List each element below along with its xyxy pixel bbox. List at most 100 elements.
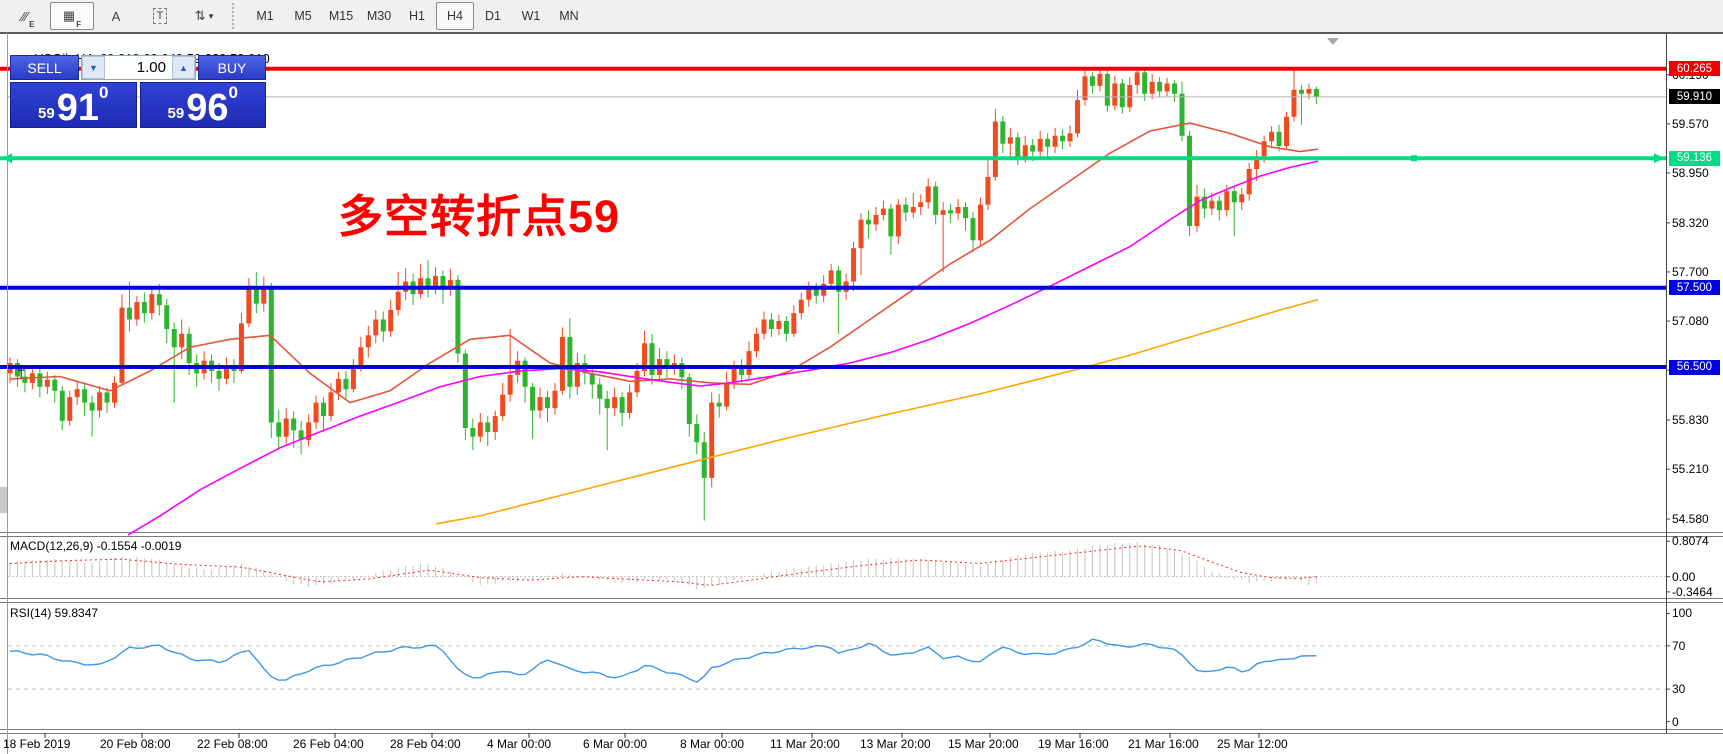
candle-body bbox=[462, 353, 468, 428]
candle-body bbox=[1284, 116, 1290, 147]
volume-input[interactable]: 1.00 bbox=[136, 59, 166, 76]
candle-body bbox=[940, 210, 946, 215]
candle-body bbox=[1052, 135, 1058, 147]
candle-body bbox=[276, 422, 282, 437]
arrows-tool-icon[interactable]: ⇅ ▾ bbox=[194, 8, 214, 23]
buy-button[interactable]: BUY bbox=[198, 55, 266, 80]
candle-body bbox=[836, 270, 842, 292]
candle-body bbox=[104, 392, 110, 403]
dropdown-caret-icon[interactable]: ▾ bbox=[208, 10, 214, 21]
candle-body bbox=[485, 422, 491, 432]
candle-body bbox=[1097, 73, 1103, 86]
time-label: 28 Feb 04:00 bbox=[390, 737, 461, 751]
candle-body bbox=[933, 186, 939, 215]
line-handle[interactable] bbox=[1411, 155, 1417, 162]
window-left-edge bbox=[7, 33, 8, 754]
candle-body bbox=[686, 377, 692, 425]
candle-body bbox=[425, 278, 431, 288]
price-tick-58.320: 58.320 bbox=[1672, 215, 1709, 230]
timeframe-button-m1[interactable]: M1 bbox=[256, 9, 274, 23]
time-label: 20 Feb 08:00 bbox=[100, 737, 171, 751]
candle-body bbox=[492, 416, 498, 432]
candle-body bbox=[903, 204, 909, 213]
candle-body bbox=[97, 392, 103, 411]
candle-body bbox=[522, 360, 528, 387]
candle-body bbox=[963, 207, 969, 219]
time-label: 11 Mar 20:00 bbox=[770, 737, 840, 751]
candle-body bbox=[298, 430, 304, 440]
rsi-label: RSI(14) 59.8347 bbox=[10, 606, 99, 620]
volume-decrease-button[interactable]: ▼ bbox=[82, 56, 105, 79]
price-tick-59.570: 59.570 bbox=[1672, 116, 1709, 131]
price-badge-56.500: 56.500 bbox=[1669, 359, 1720, 375]
candle-body bbox=[253, 289, 259, 304]
candle-body bbox=[1007, 137, 1013, 144]
candle-body bbox=[798, 299, 804, 314]
candle-body bbox=[754, 333, 759, 352]
buy-price-box[interactable]: 59 96 0 bbox=[139, 82, 266, 128]
candle-body bbox=[283, 418, 289, 437]
candle-body bbox=[216, 370, 222, 379]
label-tool-icon[interactable]: T bbox=[138, 2, 182, 30]
candle-body bbox=[627, 392, 633, 413]
candle-body bbox=[1298, 89, 1304, 94]
candle-body bbox=[880, 208, 886, 215]
candle-body bbox=[1164, 83, 1170, 92]
top-toolbar: ⁄⁄⁄ E ▦ F A T ⇅ ▾ M1 M5 M15 M30 H1 H4 D1 W1 MN bbox=[0, 0, 1723, 33]
candle-body bbox=[709, 402, 715, 478]
candle-body bbox=[970, 218, 976, 241]
draw-channels-icon[interactable]: ⁄⁄⁄ E bbox=[21, 8, 35, 30]
timeframe-button-h1[interactable]: H1 bbox=[409, 9, 425, 23]
candle-body bbox=[112, 382, 118, 403]
macd-tick--0.3464: -0.3464 bbox=[1672, 584, 1713, 599]
sell-button[interactable]: SELL bbox=[10, 55, 79, 80]
candle-body bbox=[395, 291, 401, 310]
macd-histogram bbox=[9, 542, 1317, 590]
buy-price-sup: 0 bbox=[228, 83, 238, 102]
candle-body bbox=[873, 214, 879, 225]
candle-body bbox=[1224, 191, 1230, 211]
candle-body bbox=[701, 442, 707, 478]
line-right-arrow-icon bbox=[1654, 153, 1664, 164]
candle-body bbox=[1291, 89, 1297, 117]
timeframe-button-d1[interactable]: D1 bbox=[485, 9, 501, 23]
candle-body bbox=[59, 390, 65, 421]
time-label: 8 Mar 00:00 bbox=[680, 737, 745, 751]
candle-body bbox=[477, 422, 483, 437]
candle-body bbox=[925, 186, 931, 203]
candle-body bbox=[604, 398, 610, 409]
timeframe-button-h4[interactable]: H4 bbox=[436, 2, 474, 30]
macd-signal-line bbox=[9, 545, 1317, 586]
fibo-grid-icon[interactable]: ▦ F bbox=[50, 2, 94, 30]
sell-price-box[interactable]: 59 91 0 bbox=[10, 82, 137, 128]
chart-shift-marker-icon[interactable] bbox=[1327, 38, 1339, 45]
rsi-tick-30: 30 bbox=[1672, 682, 1686, 697]
candle-body bbox=[761, 319, 767, 334]
timeframe-button-w1[interactable]: W1 bbox=[521, 9, 541, 23]
candle-body bbox=[447, 279, 453, 290]
macd-tick-0.00: 0.00 bbox=[1672, 569, 1696, 584]
candle-body bbox=[724, 382, 730, 407]
text-tool-icon[interactable]: A bbox=[111, 8, 121, 24]
timeframe-button-m5[interactable]: M5 bbox=[294, 9, 312, 23]
candle-body bbox=[291, 418, 297, 431]
candle-body bbox=[918, 202, 924, 208]
candle-body bbox=[1060, 135, 1066, 142]
one-click-trading-panel: SELL ▼ 1.00 ▲ BUY 59 91 0 59 96 0 bbox=[10, 55, 266, 128]
candle-body bbox=[783, 321, 789, 334]
chart-text-annotation[interactable]: 多空转折点59 bbox=[338, 191, 621, 242]
candle-body bbox=[433, 275, 439, 288]
candle-body bbox=[388, 309, 394, 332]
time-label: 22 Feb 08:00 bbox=[197, 737, 268, 751]
timeframe-button-m15[interactable]: M15 bbox=[328, 9, 354, 23]
price-tick-55.830: 55.830 bbox=[1672, 413, 1709, 428]
candle-body bbox=[1030, 145, 1036, 152]
timeframe-button-m30[interactable]: M30 bbox=[366, 9, 392, 23]
candle-body bbox=[470, 427, 476, 437]
candle-body bbox=[530, 386, 536, 411]
volume-increase-button[interactable]: ▲ bbox=[172, 56, 195, 79]
candle-body bbox=[567, 336, 573, 387]
timeframe-button-mn[interactable]: MN bbox=[559, 9, 579, 23]
sell-price-small: 59 bbox=[38, 105, 55, 122]
candle-body bbox=[156, 294, 162, 306]
